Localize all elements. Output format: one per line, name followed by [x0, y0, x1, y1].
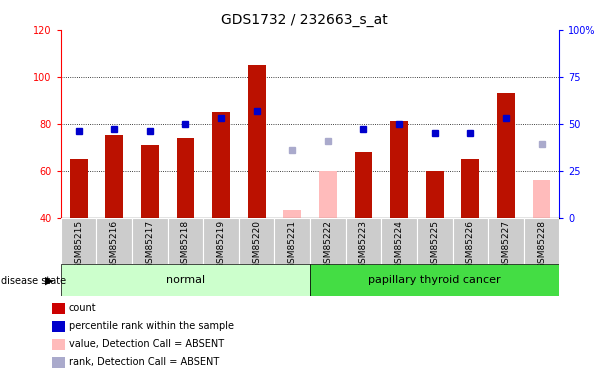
Bar	[319, 171, 337, 217]
Text: GSM85221: GSM85221	[288, 220, 297, 269]
Bar	[247, 65, 266, 218]
Bar	[141, 145, 159, 218]
Bar	[70, 159, 88, 218]
Bar	[132, 217, 168, 264]
Text: GSM85215: GSM85215	[74, 220, 83, 269]
Bar	[176, 138, 195, 218]
Bar	[426, 171, 444, 217]
Text: GSM85228: GSM85228	[537, 220, 546, 269]
Text: normal: normal	[166, 275, 205, 285]
Bar	[105, 135, 123, 218]
Bar	[354, 152, 372, 217]
Text: GSM85219: GSM85219	[216, 220, 226, 269]
Text: GSM85224: GSM85224	[395, 220, 404, 269]
Text: papillary thyroid cancer: papillary thyroid cancer	[368, 275, 501, 285]
Bar	[488, 217, 523, 264]
Text: GSM85218: GSM85218	[181, 220, 190, 269]
Text: GSM85220: GSM85220	[252, 220, 261, 269]
Bar	[310, 264, 559, 296]
Bar	[283, 210, 301, 218]
Bar	[274, 217, 310, 264]
Text: GSM85223: GSM85223	[359, 220, 368, 269]
Bar	[390, 122, 408, 218]
Bar	[319, 171, 337, 217]
Bar	[523, 217, 559, 264]
Bar	[417, 217, 452, 264]
Bar	[381, 217, 417, 264]
Text: percentile rank within the sample: percentile rank within the sample	[69, 321, 233, 331]
Bar	[533, 180, 550, 218]
Text: GSM85227: GSM85227	[502, 220, 511, 269]
Bar	[452, 217, 488, 264]
Text: GSM85222: GSM85222	[323, 220, 333, 269]
Bar	[61, 264, 310, 296]
Bar	[61, 217, 97, 264]
Text: GSM85217: GSM85217	[145, 220, 154, 269]
Bar	[168, 217, 203, 264]
Bar	[497, 93, 515, 218]
Bar	[310, 217, 346, 264]
Bar	[212, 112, 230, 218]
Text: ▶: ▶	[45, 276, 54, 285]
Text: rank, Detection Call = ABSENT: rank, Detection Call = ABSENT	[69, 357, 219, 367]
Text: value, Detection Call = ABSENT: value, Detection Call = ABSENT	[69, 339, 224, 349]
Bar	[461, 159, 479, 218]
Bar	[346, 217, 381, 264]
Text: count: count	[69, 303, 96, 313]
Text: GSM85225: GSM85225	[430, 220, 439, 269]
Bar	[203, 217, 239, 264]
Text: GSM85216: GSM85216	[109, 220, 119, 269]
Text: disease state: disease state	[1, 276, 66, 285]
Bar	[97, 217, 132, 264]
Bar	[239, 217, 274, 264]
Text: GSM85226: GSM85226	[466, 220, 475, 269]
Text: GDS1732 / 232663_s_at: GDS1732 / 232663_s_at	[221, 13, 387, 27]
